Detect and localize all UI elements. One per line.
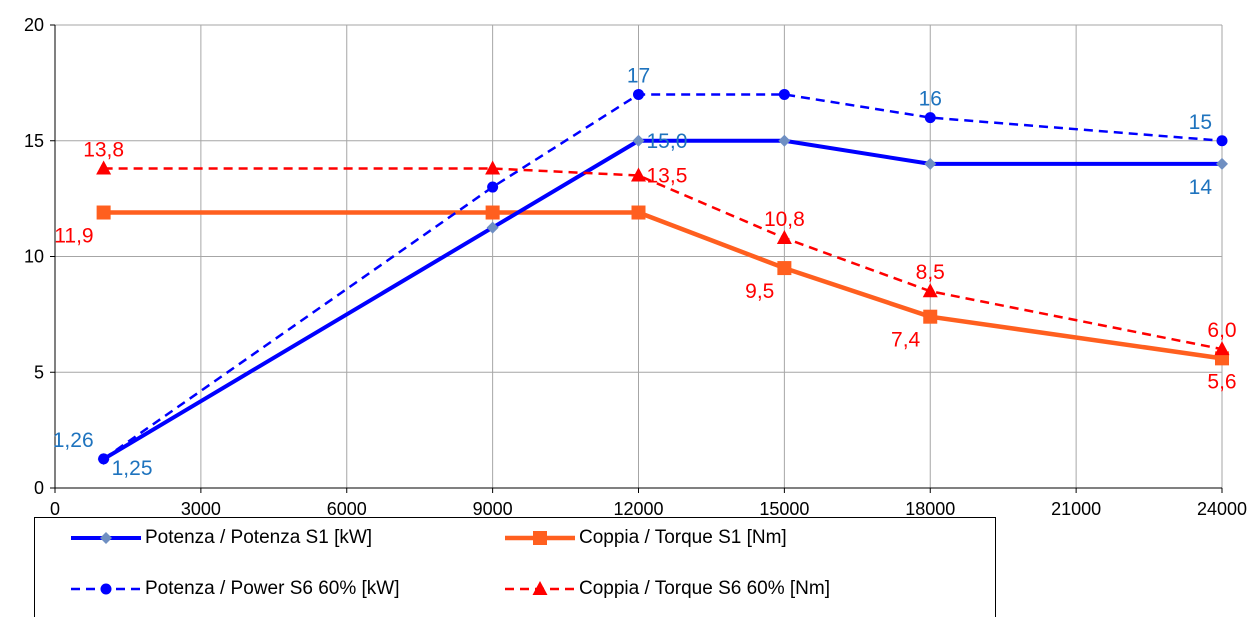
series-line [103, 210, 1223, 361]
x-tick-label: 9000 [473, 499, 513, 517]
data-label: 6,0 [1207, 319, 1236, 342]
legend-label: Coppia / Torque S6 60% [Nm] [579, 578, 831, 599]
legend-swatch-marker [532, 581, 548, 595]
data-label: 9,5 [745, 280, 774, 303]
data-point [1216, 135, 1228, 147]
data-point [924, 157, 937, 170]
legend-swatch [505, 531, 575, 545]
legend-label: Potenza / Power S6 60% [kW] [145, 578, 400, 599]
y-tick-label: 0 [34, 478, 44, 498]
data-point [923, 309, 938, 324]
data-label: 17 [627, 64, 650, 87]
series-line [102, 138, 1222, 461]
x-tick-label: 3000 [181, 499, 221, 517]
x-tick-label: 12000 [613, 499, 663, 517]
data-point [98, 453, 110, 465]
legend-label: Potenza / Potenza S1 [kW] [145, 527, 373, 548]
data-label: 5,6 [1207, 370, 1236, 393]
x-tick-label: 21000 [1051, 499, 1101, 517]
legend-item: Coppia / Torque S6 60% [Nm] [499, 569, 830, 609]
data-label: 15,0 [647, 130, 688, 153]
data-point [922, 283, 938, 298]
data-point [633, 88, 644, 100]
legend-swatch-marker [100, 532, 112, 544]
legend-label: Coppia / Torque S1 [Nm] [579, 527, 787, 548]
data-label: 13,5 [647, 164, 688, 187]
data-point [776, 229, 792, 244]
data-label: 13,8 [83, 139, 124, 162]
data-point [486, 221, 499, 234]
x-tick-label: 24000 [1197, 499, 1247, 517]
data-point [96, 160, 112, 175]
legend-swatch [71, 583, 141, 595]
x-tick-label: 18000 [905, 499, 955, 517]
line-chart: 0 3000 6000 9000 12000 15000 18000 21000 24000 0 5… [24, 15, 1247, 517]
y-tick-label: 15 [24, 131, 44, 151]
data-label: 15 [1189, 111, 1212, 134]
legend-item: Potenza / Power S6 60% [kW] [65, 569, 400, 609]
series-0 [97, 134, 1228, 466]
series-2 [98, 88, 1228, 465]
data-point [1214, 341, 1230, 356]
data-point [777, 261, 792, 276]
y-tick-label: 20 [24, 15, 44, 35]
x-tick-label: 6000 [327, 499, 367, 517]
data-point [631, 167, 646, 182]
data-label: 7,4 [891, 329, 921, 352]
data-label: 1,25 [112, 457, 153, 480]
data-label: 8,5 [916, 261, 945, 284]
legend-swatch-marker [533, 531, 547, 545]
data-point [632, 134, 645, 147]
chart-legend: Potenza / Potenza S1 [kW] Coppia / Torque… [34, 517, 996, 617]
data-point [631, 205, 646, 220]
legend-swatch [71, 532, 141, 544]
x-tick-label: 15000 [759, 499, 809, 517]
data-point [924, 112, 936, 124]
series-3 [96, 160, 1230, 356]
data-point [778, 134, 791, 147]
data-label: 16 [919, 88, 942, 111]
x-tick-label: 0 [50, 499, 60, 517]
legend-item: Potenza / Potenza S1 [kW] [65, 518, 372, 558]
data-label: 1,26 [53, 429, 94, 452]
legend-swatch [505, 581, 575, 595]
data-point [485, 160, 501, 175]
data-label: 14 [1189, 176, 1213, 199]
legend-item: Coppia / Torque S1 [Nm] [499, 518, 787, 558]
data-point [485, 205, 500, 220]
data-label: 11,9 [54, 225, 93, 248]
data-point [487, 181, 499, 193]
data-point [778, 88, 790, 100]
y-tick-label: 10 [24, 247, 44, 267]
data-point [96, 205, 111, 220]
data-point [1216, 157, 1228, 170]
y-tick-label: 5 [34, 362, 44, 382]
data-label: 10,8 [764, 208, 805, 231]
series-line [102, 93, 1223, 460]
legend-swatch-marker [100, 583, 112, 595]
